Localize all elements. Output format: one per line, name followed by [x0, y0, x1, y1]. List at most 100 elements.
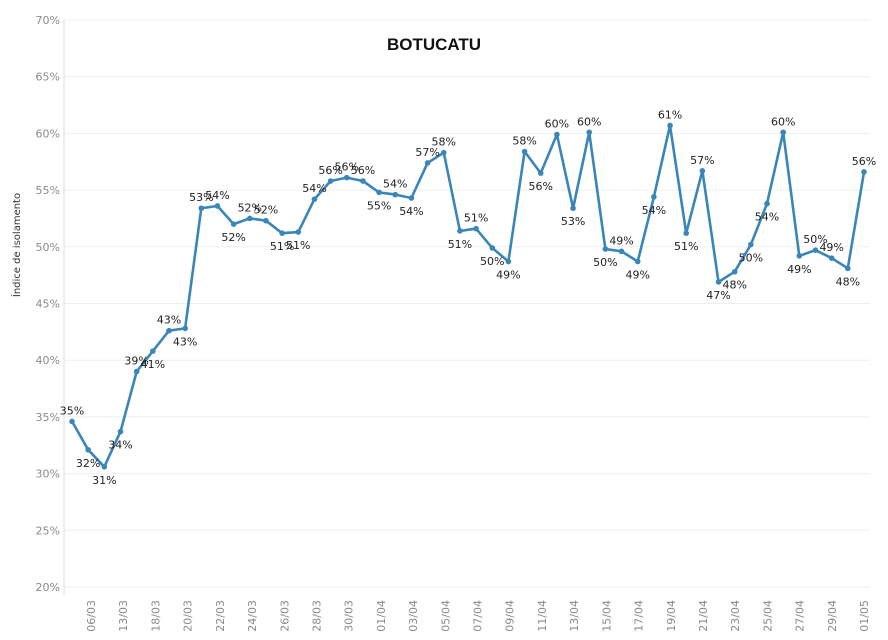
data-labels: 35%32%31%34%39%41%43%43%53%54%52%52%52%5…	[60, 108, 876, 486]
data-label: 54%	[642, 204, 666, 217]
data-label: 52%	[221, 231, 245, 244]
data-point	[812, 247, 819, 254]
series-line	[70, 124, 866, 469]
data-point	[845, 265, 851, 272]
data-label: 58%	[512, 135, 536, 148]
data-label: 55%	[367, 199, 391, 212]
y-tick-label: 55%	[36, 184, 60, 197]
data-point	[764, 200, 770, 207]
data-point	[376, 189, 382, 196]
data-label: 54%	[205, 189, 229, 202]
y-axis: 20% 25% 30% 35% 40% 45% 50% 55% 60% 65% 70%	[36, 14, 65, 595]
data-point	[780, 129, 786, 136]
data-point	[133, 368, 140, 375]
data-point	[457, 228, 463, 234]
data-label: 51%	[464, 212, 488, 225]
x-tick-label: 20/03	[182, 600, 195, 632]
y-axis-label: Índice de isolamento	[10, 193, 23, 297]
x-tick-label: 15/04	[600, 600, 613, 632]
x-tick-label: 13/04	[568, 600, 581, 632]
data-point	[715, 279, 722, 285]
data-label: 58%	[432, 136, 456, 149]
x-tick-label: 30/03	[343, 600, 356, 632]
data-point	[263, 217, 269, 224]
data-label: 56%	[852, 155, 876, 168]
x-tick-label: 05/04	[439, 600, 452, 632]
data-label: 52%	[254, 204, 278, 217]
data-point	[570, 205, 576, 212]
data-point	[150, 348, 156, 354]
data-point	[392, 191, 399, 198]
data-point	[69, 418, 75, 425]
y-tick-label: 25%	[36, 524, 60, 537]
data-point	[311, 196, 318, 202]
data-label: 51%	[286, 239, 310, 252]
data-label: 60%	[545, 118, 569, 131]
data-point	[230, 221, 237, 227]
data-point	[489, 245, 496, 251]
x-tick-label: 17/04	[633, 600, 646, 632]
data-label: 41%	[141, 358, 165, 371]
x-tick-label: 27/04	[794, 600, 807, 632]
data-label: 57%	[415, 146, 439, 159]
data-point	[408, 195, 415, 201]
data-point	[554, 131, 560, 138]
data-label: 54%	[383, 178, 407, 191]
data-point	[699, 168, 706, 174]
data-label: 49%	[787, 263, 811, 276]
x-tick-label: 09/04	[504, 600, 517, 632]
data-label: 51%	[448, 238, 472, 251]
data-point	[667, 122, 673, 129]
data-label: 54%	[755, 211, 779, 224]
data-label: 50%	[480, 255, 504, 268]
data-point	[246, 215, 253, 222]
data-point	[861, 169, 867, 175]
x-tick-label: 26/03	[278, 600, 291, 632]
data-label: 60%	[771, 115, 795, 128]
data-point	[796, 253, 803, 259]
data-label: 32%	[76, 457, 100, 470]
y-tick-label: 40%	[36, 354, 60, 367]
data-point	[634, 258, 641, 265]
data-point	[618, 248, 625, 255]
y-tick-label: 35%	[36, 411, 60, 424]
data-label: 56%	[351, 164, 375, 177]
data-label: 61%	[658, 108, 682, 121]
series-line-group	[69, 122, 867, 470]
data-point	[537, 170, 544, 176]
x-tick-label: 13/03	[117, 600, 130, 632]
data-label: 48%	[836, 275, 860, 288]
data-point	[101, 463, 108, 470]
data-label: 50%	[593, 256, 617, 269]
data-label: 35%	[60, 404, 84, 417]
data-point	[117, 428, 124, 435]
data-label: 47%	[706, 289, 730, 302]
y-tick-label: 45%	[36, 298, 60, 311]
data-point	[166, 327, 172, 334]
data-point	[343, 174, 350, 181]
data-label: 56%	[318, 164, 342, 177]
data-point	[828, 255, 835, 261]
x-tick-label: 21/04	[697, 600, 710, 632]
data-point	[214, 203, 221, 209]
data-label: 49%	[625, 269, 649, 282]
data-point	[327, 178, 334, 184]
data-point	[505, 258, 512, 265]
x-tick-label: 01/04	[375, 600, 388, 632]
gridlines	[64, 19, 870, 588]
data-point	[279, 230, 285, 236]
x-tick-label: 25/04	[761, 600, 774, 632]
y-tick-label: 30%	[36, 468, 60, 481]
chart-title: BOTUCATU	[387, 35, 481, 54]
y-tick-label: 60%	[36, 127, 60, 140]
x-tick-label: 22/03	[214, 600, 227, 632]
data-label: 54%	[399, 205, 423, 218]
data-label: 43%	[173, 335, 197, 348]
x-tick-label: 11/04	[536, 600, 549, 632]
data-label: 60%	[577, 115, 601, 128]
data-label: 56%	[529, 180, 553, 193]
data-label: 43%	[157, 314, 181, 327]
data-label: 49%	[609, 234, 633, 247]
data-label: 34%	[108, 439, 132, 452]
